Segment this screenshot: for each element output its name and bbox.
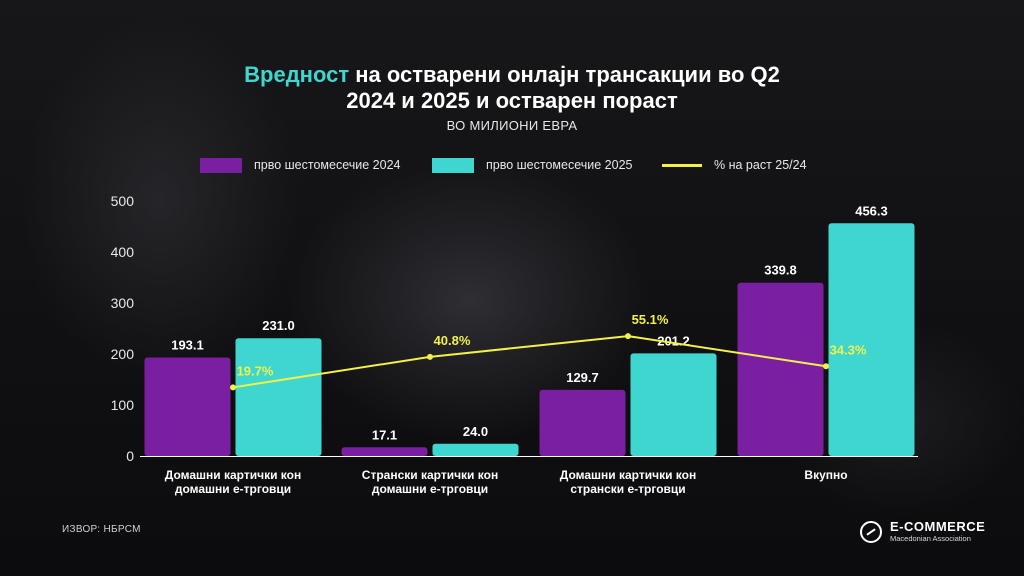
legend-item-2024: прво шестомесечие 2024 <box>200 156 400 174</box>
category-label-line: Домашни картички кон <box>165 468 301 482</box>
title-line2: 2024 и 2025 и остварен пораст <box>346 88 678 113</box>
category-label-1: Странски картички кон домашни е-трговци <box>362 468 498 496</box>
growth-label: 40.8% <box>434 333 471 348</box>
bar-2025-0 <box>235 338 322 456</box>
bar-2025-3 <box>828 223 915 456</box>
growth-label: 34.3% <box>830 342 867 357</box>
bar-2025-1 <box>432 443 519 456</box>
title-line1-rest: на остварени онлајн трансакции во Q2 <box>349 62 780 87</box>
legend-swatch-2024 <box>200 157 242 173</box>
y-tick-label: 500 <box>111 193 135 209</box>
legend-swatch-2025 <box>432 157 474 173</box>
ecommerce-logo: E-COMMERCE Macedonian Association <box>860 518 985 546</box>
title-accent: Вредност <box>244 62 350 87</box>
category-label-line: Вкупно <box>804 468 847 482</box>
y-tick-label: 400 <box>111 244 135 260</box>
growth-point-0 <box>230 384 236 391</box>
bar-value-label: 339.8 <box>764 263 797 278</box>
legend-item-growth: % на раст 25/24 <box>662 156 807 174</box>
bar-2024-3 <box>737 282 824 456</box>
growth-line <box>232 335 827 389</box>
logo-subtitle: Macedonian Association <box>890 534 971 543</box>
legend-item-2025: прво шестомесечие 2025 <box>432 156 632 174</box>
source-note: ИЗВОР: НБРСМ <box>62 524 141 535</box>
growth-label: 55.1% <box>632 312 669 327</box>
bar-2025-2 <box>630 353 717 456</box>
category-label-line: домашни е-трговци <box>175 482 291 496</box>
bar-2024-0 <box>144 357 231 456</box>
growth-point-3 <box>823 363 829 370</box>
category-label-line: Домашни картички кон <box>560 468 696 482</box>
legend-label-2024: прво шестомесечие 2024 <box>254 158 401 172</box>
category-label-line: Странски картички кон <box>362 468 498 482</box>
y-tick-label: 0 <box>126 448 134 464</box>
growth-label: 19.7% <box>237 363 274 378</box>
y-tick-label: 200 <box>111 346 135 362</box>
category-label-line: странски е-трговци <box>570 482 685 496</box>
chart-subtitle: ВО МИЛИОНИ ЕВРА <box>446 118 578 133</box>
category-label-3: Вкупно <box>804 468 847 482</box>
category-label-0: Домашни картички кон домашни е-трговци <box>165 468 301 496</box>
bar-value-label: 193.1 <box>171 338 204 353</box>
growth-point-2 <box>625 333 631 340</box>
bar-value-label: 129.7 <box>566 370 599 385</box>
category-label-line: домашни е-трговци <box>372 482 488 496</box>
chart-title: Вредност на остварени онлајн трансакции … <box>0 62 1024 114</box>
y-tick-label: 100 <box>111 397 135 413</box>
category-label-2: Домашни картички кон странски е-трговци <box>560 468 696 496</box>
logo-name: E-COMMERCE <box>890 519 986 534</box>
growth-point-1 <box>427 353 433 360</box>
bar-value-label: 231.0 <box>262 318 295 333</box>
legend-label-2025: прво шестомесечие 2025 <box>486 158 633 172</box>
bar-value-label: 24.0 <box>463 424 488 439</box>
bar-value-label: 456.3 <box>855 203 888 218</box>
legend-swatch-growth <box>662 163 702 167</box>
bar-value-label: 17.1 <box>372 427 397 442</box>
bar-2024-2 <box>539 389 626 456</box>
y-tick-label: 300 <box>111 295 135 311</box>
legend-label-growth: % на раст 25/24 <box>714 158 807 172</box>
ecommerce-logo-icon <box>860 521 882 543</box>
chart-legend: прво шестомесечие 2024 прво шестомесечие… <box>200 156 840 174</box>
bar-2024-1 <box>341 447 428 456</box>
